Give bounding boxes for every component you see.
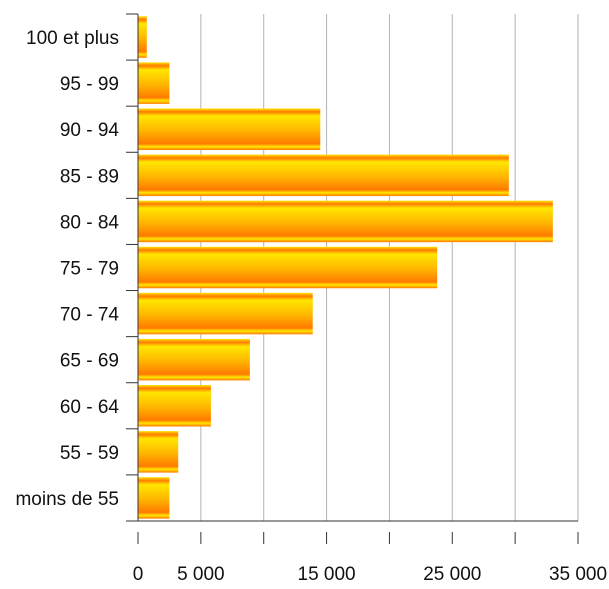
x-tick-label-0: 0 xyxy=(133,564,144,585)
y-tick-label-2: 60 - 64 xyxy=(60,397,120,418)
x-tick-label-3: 15 000 xyxy=(298,564,356,585)
y-tick-label-3: 65 - 69 xyxy=(60,351,119,372)
bar-3 xyxy=(138,339,250,380)
y-tick-label-10: 100 et plus xyxy=(26,28,119,49)
bar-5 xyxy=(138,247,437,288)
bar-1 xyxy=(138,431,178,472)
bar-7 xyxy=(138,155,509,196)
y-tick-label-1: 55 - 59 xyxy=(60,443,119,464)
y-tick-label-9: 95 - 99 xyxy=(60,74,119,95)
bar-8 xyxy=(138,108,320,149)
y-tick-label-0: moins de 55 xyxy=(15,489,119,510)
y-tick-label-6: 80 - 84 xyxy=(60,212,120,233)
y-tick-label-7: 85 - 89 xyxy=(60,166,119,187)
x-tick-label-7: 35 000 xyxy=(549,564,607,585)
x-tick-label-1: 5 000 xyxy=(177,564,225,585)
y-tick-label-5: 75 - 79 xyxy=(60,259,119,280)
bar-4 xyxy=(138,293,313,334)
bar-10 xyxy=(138,16,147,57)
y-tick-label-4: 70 - 74 xyxy=(60,305,120,326)
x-tick-label-5: 25 000 xyxy=(423,564,481,585)
bar-2 xyxy=(138,385,211,426)
bar-9 xyxy=(138,62,169,103)
y-tick-label-8: 90 - 94 xyxy=(60,120,120,141)
bar-0 xyxy=(138,477,169,518)
bar-6 xyxy=(138,201,553,242)
bars xyxy=(138,16,553,518)
